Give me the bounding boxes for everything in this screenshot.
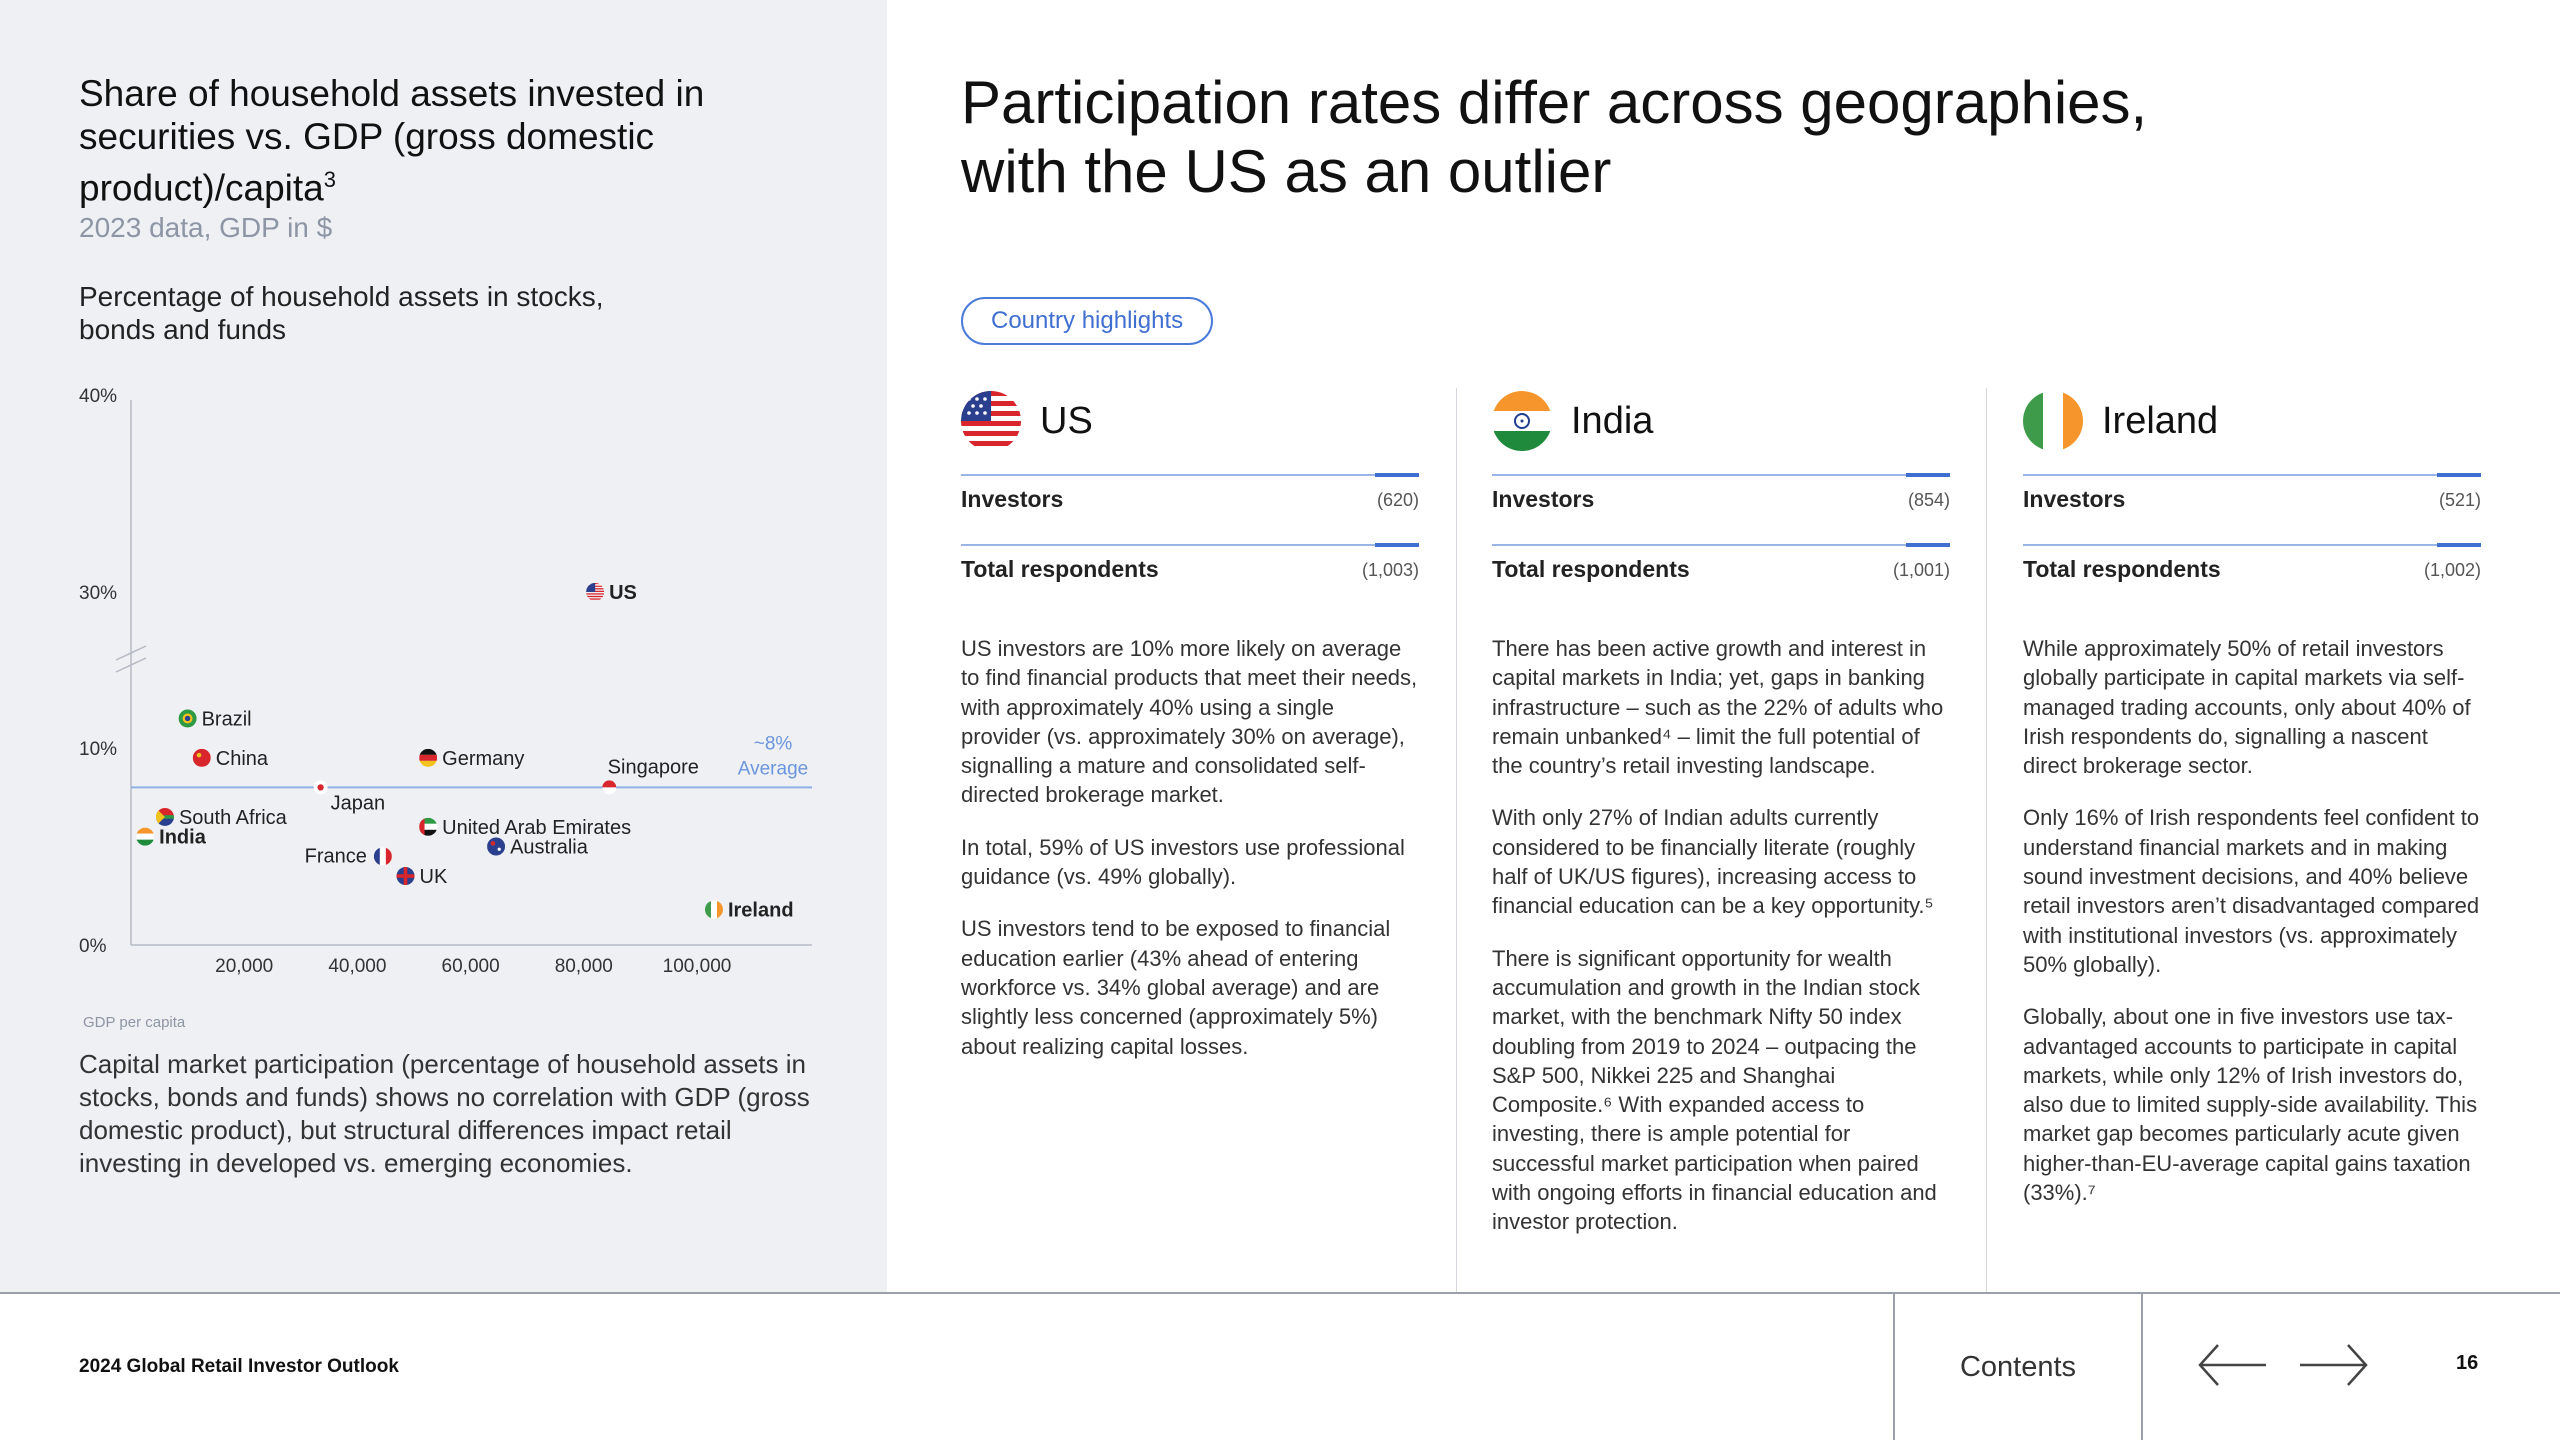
data-point-us: US <box>586 582 637 604</box>
chart-x-axis-label: GDP per capita <box>83 1014 186 1031</box>
footer-separator <box>2141 1294 2143 1440</box>
respondents-stat: Total respondents (1,003) <box>961 543 1419 614</box>
data-point-label: France <box>305 845 367 867</box>
contents-link[interactable]: Contents <box>1959 1350 2077 1383</box>
average-text-label: Average <box>738 758 808 779</box>
scatter-chart: 20,000 40,000 60,000 80,000 100,000 0% 10% 30% 4… <box>79 386 812 977</box>
data-point-uk: UK <box>396 866 448 888</box>
y-tick-label: 40% <box>79 386 117 407</box>
country-header: Ireland <box>2023 388 2481 454</box>
country-highlights-pill: Country highlights <box>961 297 1214 345</box>
report-title: 2024 Global Retail Investor Outlook <box>79 1356 399 1377</box>
chart-panel: Share of household assets invested in se… <box>0 0 887 1292</box>
data-point-label: Singapore <box>608 756 699 778</box>
paragraph: Only 16% of Irish respondents feel confi… <box>2023 805 2480 977</box>
paragraph: Globally, about one in five investors us… <box>2023 1004 2478 1206</box>
data-point-singapore: Singapore <box>602 756 699 795</box>
next-page-arrow-icon[interactable] <box>2296 1335 2370 1395</box>
chart-caption: Capital market participation (percentage… <box>79 1049 810 1178</box>
y-tick-label: 10% <box>79 739 117 760</box>
india-flag-icon <box>1492 391 1552 451</box>
country-name: US <box>1040 399 1093 442</box>
country-header: India <box>1492 388 1950 454</box>
average-value-label: ~8% <box>754 733 793 754</box>
paragraph: With only 27% of Indian adults currently… <box>1492 805 1934 919</box>
footer-separator <box>1893 1294 1895 1440</box>
page-number: 16 <box>2456 1352 2479 1374</box>
data-point-label: Australia <box>510 837 589 859</box>
axis-break-mark <box>115 645 147 673</box>
data-point-china: China <box>192 748 269 770</box>
country-name: Ireland <box>2102 399 2219 442</box>
country-column-india: India Investors (854) Total respondents … <box>1492 388 1950 1260</box>
data-point-japan: Japan <box>313 780 386 814</box>
data-point-label: UK <box>420 866 448 888</box>
data-point-brazil: Brazil <box>178 708 252 730</box>
x-tick-label: 100,000 <box>663 956 732 977</box>
previous-page-arrow-icon[interactable] <box>2196 1335 2270 1395</box>
data-point-label: Germany <box>442 748 524 770</box>
us-flag-icon <box>961 391 1021 451</box>
chart-y-axis-label: Percentage of household assets in stocks… <box>79 281 604 345</box>
data-point-uae: United Arab Emirates <box>419 817 631 839</box>
data-point-label: US <box>609 582 637 604</box>
data-point-label: Brazil <box>202 708 252 730</box>
data-point-france: France <box>305 845 392 867</box>
paragraph: There is significant opportunity for wea… <box>1492 945 1937 1235</box>
data-point-label: China <box>216 748 269 770</box>
x-tick-label: 80,000 <box>555 956 613 977</box>
y-tick-label: 0% <box>79 936 107 957</box>
paragraph: US investors are 10% more likely on aver… <box>961 636 1418 808</box>
page-title: Participation rates differ across geogra… <box>961 69 2148 205</box>
investors-stat: Investors (521) <box>2023 473 2481 544</box>
respondents-stat: Total respondents (1,002) <box>2023 543 2481 614</box>
ireland-flag-icon <box>2023 391 2083 451</box>
investors-stat: Investors (854) <box>1492 473 1950 544</box>
country-column-us: US Investors (620) Total respondents (1,… <box>961 388 1419 1084</box>
data-point-india: India <box>136 827 207 849</box>
data-point-south-africa: South Africa <box>155 807 288 829</box>
chart-title: Share of household assets invested in se… <box>79 73 705 209</box>
paragraph: While approximately 50% of retail invest… <box>2023 636 2471 779</box>
data-point-label: India <box>159 827 207 849</box>
paragraph: In total, 59% of US investors use profes… <box>961 834 1405 890</box>
data-point-ireland: Ireland <box>704 900 794 922</box>
data-point-label: Ireland <box>728 900 794 922</box>
data-point-label: South Africa <box>179 807 288 829</box>
footer-divider <box>0 1292 2560 1294</box>
paragraph: There has been active growth and interes… <box>1492 636 1944 779</box>
country-header: US <box>961 388 1419 454</box>
chart-subtitle: 2023 data, GDP in $ <box>79 212 333 243</box>
x-tick-label: 60,000 <box>442 956 500 977</box>
column-divider <box>1456 388 1457 1292</box>
data-point-australia: Australia <box>487 837 589 859</box>
data-point-germany: Germany <box>419 748 524 770</box>
paragraph: US investors tend to be exposed to finan… <box>961 916 1391 1059</box>
country-column-ireland: Ireland Investors (521) Total respondent… <box>2023 388 2481 1230</box>
data-point-label: Japan <box>331 792 386 814</box>
x-tick-label: 40,000 <box>328 956 386 977</box>
y-tick-label: 30% <box>79 583 117 604</box>
country-name: India <box>1571 399 1654 442</box>
data-point-label: United Arab Emirates <box>442 817 631 839</box>
respondents-stat: Total respondents (1,001) <box>1492 543 1950 614</box>
x-tick-label: 20,000 <box>215 956 273 977</box>
investors-stat: Investors (620) <box>961 473 1419 544</box>
column-divider <box>1986 388 1987 1292</box>
